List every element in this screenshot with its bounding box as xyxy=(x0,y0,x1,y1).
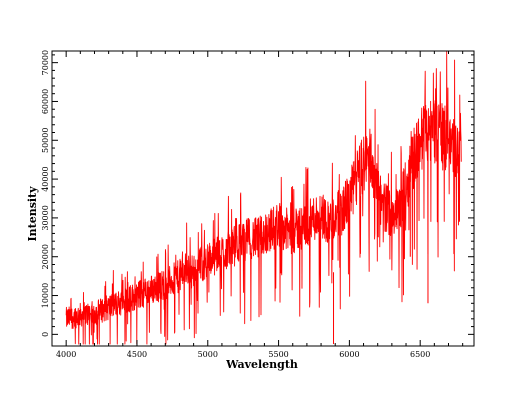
x-tick-label: 5000 xyxy=(198,350,218,359)
y-tick-label: 10000 xyxy=(41,283,50,308)
y-axis-title: Intensity xyxy=(26,186,39,242)
x-tick-label: 6000 xyxy=(339,350,359,359)
y-tick-label: 40000 xyxy=(41,166,50,191)
spectrum-line xyxy=(65,50,462,345)
y-tick-label: 20000 xyxy=(41,244,50,269)
x-tick-label: 5500 xyxy=(268,350,288,359)
x-tick-label: 4500 xyxy=(127,350,147,359)
x-axis-title: Wavelength xyxy=(225,358,298,371)
plot-frame xyxy=(51,50,475,347)
y-tick-label: 60000 xyxy=(41,89,50,114)
y-tick-label: 0 xyxy=(41,332,50,337)
y-tick-label: 50000 xyxy=(41,128,50,153)
y-tick-label: 70000 xyxy=(41,50,50,75)
spectrum-series xyxy=(65,50,462,345)
y-tick-label: 30000 xyxy=(41,205,50,230)
axes: 4000 4500 5000 5500 6000 6500 0 10000 20000 30000… xyxy=(41,50,475,359)
x-tick-label: 4000 xyxy=(56,350,76,359)
x-tick-label: 6500 xyxy=(410,350,430,359)
